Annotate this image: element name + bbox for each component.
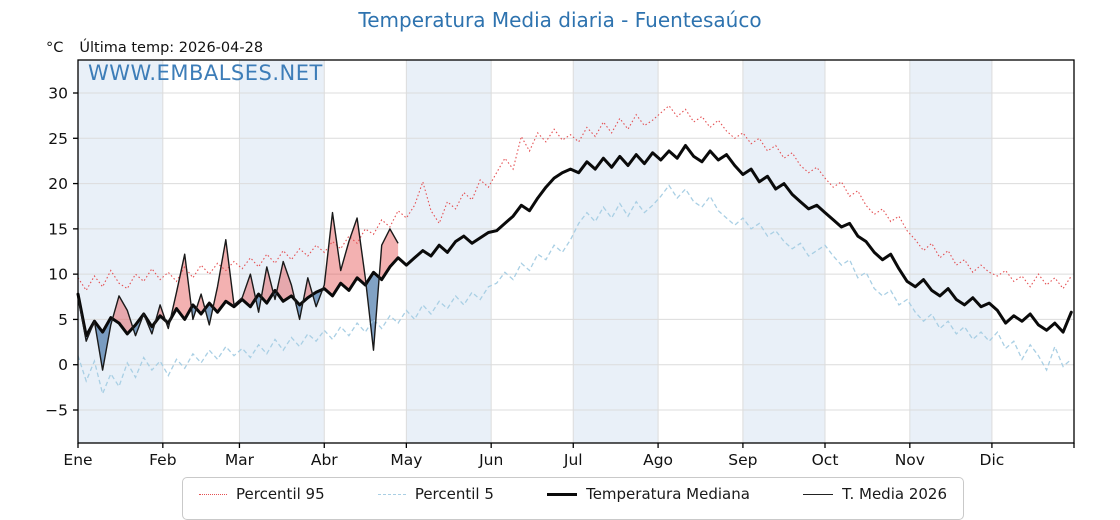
x-tick-label: Nov xyxy=(895,451,925,469)
temperatura-mediana-line xyxy=(76,144,1073,338)
x-tick-label: Ene xyxy=(63,451,92,469)
month-band xyxy=(742,60,825,443)
percentil-5-line xyxy=(77,184,1072,396)
y-tick-label: 5 xyxy=(58,311,68,329)
dashed-blue-line-icon xyxy=(377,493,406,495)
y-axis-unit-label: °C xyxy=(46,40,64,56)
month-band xyxy=(909,60,992,443)
legend-label: T. Media 2026 xyxy=(842,485,947,503)
legend-item-percentil-5: Percentil 5 xyxy=(377,485,494,503)
y-tick-label: 25 xyxy=(48,130,68,148)
legend: Percentil 95 Percentil 5 Temperatura Med… xyxy=(182,477,964,520)
y-tick-label: 0 xyxy=(58,356,68,374)
month-band xyxy=(78,60,163,443)
fill-above-median xyxy=(78,212,399,336)
legend-item-t-media-2026: T. Media 2026 xyxy=(803,485,947,503)
page: { "title": "Temperatura Media diaria - F… xyxy=(45,8,1075,520)
month-band xyxy=(239,60,325,443)
legend-item-temperatura-mediana: Temperatura Mediana xyxy=(547,485,750,503)
y-tick-label: 30 xyxy=(48,85,68,103)
x-tick-label: Sep xyxy=(728,451,757,469)
x-tick-label: Ago xyxy=(643,451,673,469)
y-tick-label: −5 xyxy=(45,402,68,420)
page-title: Temperatura Media diaria - Fuentesaúco xyxy=(358,8,762,32)
t-media-2026-line xyxy=(77,211,399,371)
x-tick-label: Abr xyxy=(311,451,338,469)
y-tick-label: 20 xyxy=(48,175,68,193)
plot-border xyxy=(77,59,1075,444)
month-band xyxy=(573,60,659,443)
x-tick-label: May xyxy=(390,451,422,469)
watermark: WWW.EMBALSES.NET xyxy=(88,61,323,85)
last-temp-label: Última temp: 2026-04-28 xyxy=(79,40,264,56)
legend-label: Percentil 5 xyxy=(414,485,494,503)
x-tick-label: Jun xyxy=(478,451,503,469)
x-tick-label: Oct xyxy=(812,451,839,469)
legend-label: Percentil 95 xyxy=(236,485,325,503)
legend-item-percentil-95: Percentil 95 xyxy=(199,485,325,503)
x-tick-label: Jul xyxy=(563,451,583,469)
temperature-chart: −5 0 5 10 15 20 25 30 Ene Feb Mar Abr May Jun Jul Ago Se… xyxy=(45,59,1075,469)
thin-black-line-icon xyxy=(803,493,834,495)
y-tick-label: 15 xyxy=(48,220,68,238)
x-tick-label: Dic xyxy=(980,451,1005,469)
dotted-red-line-icon xyxy=(199,493,227,495)
legend-label: Temperatura Mediana xyxy=(586,485,750,503)
thick-black-line-icon xyxy=(547,492,578,496)
x-tick-label: Mar xyxy=(225,451,255,469)
x-tick-label: Feb xyxy=(149,451,176,469)
corner-labels: °C Última temp: 2026-04-28 xyxy=(46,40,263,56)
y-tick-label: 10 xyxy=(48,266,68,284)
